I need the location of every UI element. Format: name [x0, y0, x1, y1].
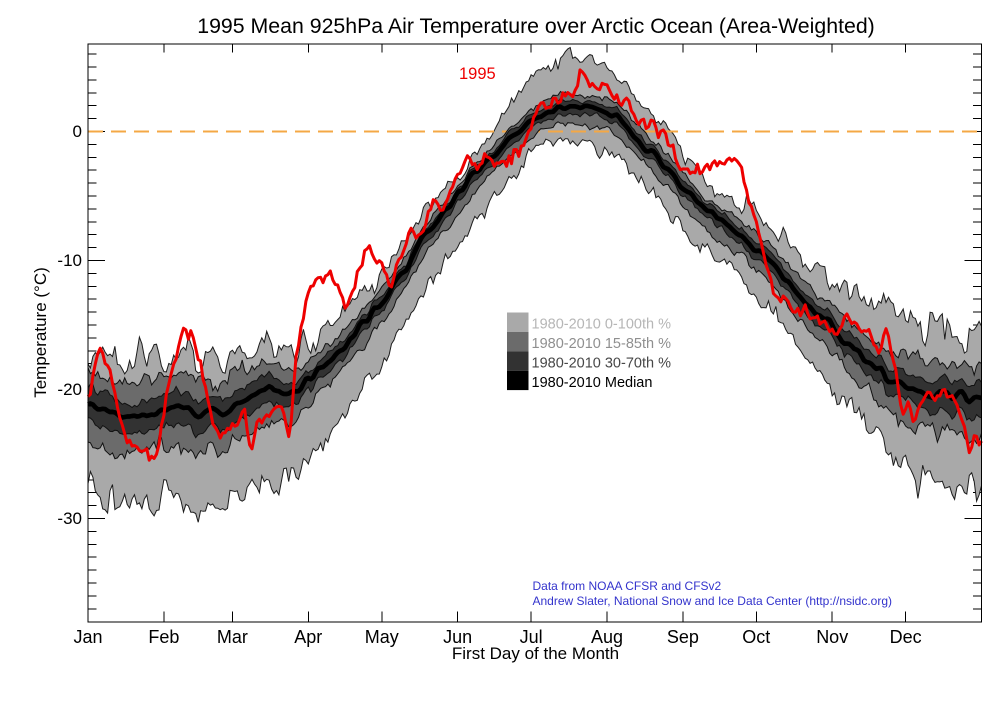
svg-text:Jan: Jan	[73, 627, 102, 647]
svg-text:1995 Mean 925hPa Air Temperatu: 1995 Mean 925hPa Air Temperature over Ar…	[197, 14, 875, 38]
svg-text:Feb: Feb	[148, 627, 179, 647]
svg-text:Jul: Jul	[520, 627, 543, 647]
svg-text:-10: -10	[57, 251, 82, 270]
svg-text:Aug: Aug	[591, 627, 623, 647]
svg-text:Mar: Mar	[217, 627, 248, 647]
svg-text:Apr: Apr	[294, 627, 322, 647]
svg-text:Andrew Slater, National Snow a: Andrew Slater, National Snow and Ice Dat…	[533, 594, 893, 608]
svg-text:-20: -20	[57, 380, 82, 399]
svg-text:1980-2010 30-70th %: 1980-2010 30-70th %	[532, 356, 672, 372]
svg-text:First Day of the Month: First Day of the Month	[452, 644, 619, 663]
svg-text:0: 0	[73, 122, 82, 141]
svg-text:1980-2010 15-85th %: 1980-2010 15-85th %	[532, 336, 672, 352]
svg-text:1980-2010 Median: 1980-2010 Median	[532, 375, 653, 391]
svg-text:Temperature (°C): Temperature (°C)	[31, 267, 50, 398]
svg-text:Dec: Dec	[890, 627, 922, 647]
svg-text:Data from NOAA CFSR and CFSv2: Data from NOAA CFSR and CFSv2	[533, 579, 722, 593]
svg-text:May: May	[365, 627, 399, 647]
svg-text:Jun: Jun	[443, 627, 472, 647]
svg-text:Oct: Oct	[742, 627, 770, 647]
svg-text:1980-2010 0-100th %: 1980-2010 0-100th %	[532, 317, 672, 333]
svg-text:1995: 1995	[459, 65, 496, 83]
svg-text:Nov: Nov	[816, 627, 848, 647]
svg-text:-30: -30	[57, 509, 82, 528]
svg-text:Sep: Sep	[667, 627, 699, 647]
